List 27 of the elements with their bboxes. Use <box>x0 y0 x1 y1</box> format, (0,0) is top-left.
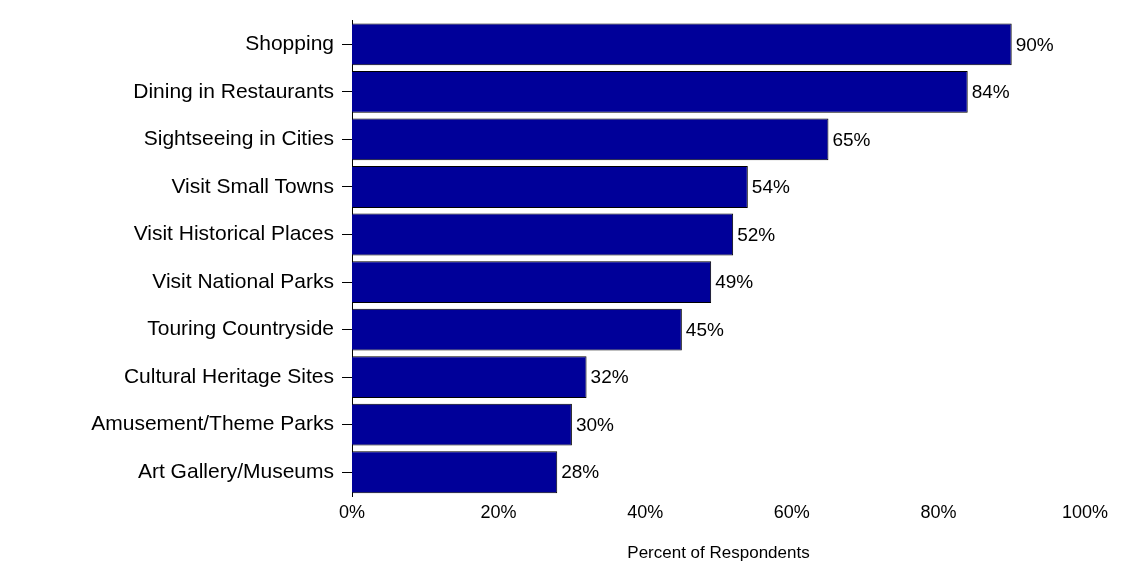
x-tick-label: 0% <box>338 501 366 522</box>
data-label: 30% <box>575 413 615 435</box>
data-label: 84% <box>971 81 1010 103</box>
x-tick-label: 100% <box>1061 501 1109 522</box>
x-tick-label: 40% <box>627 501 664 522</box>
x-axis-title: Percent of Respondents <box>627 543 810 563</box>
data-label: 65% <box>832 128 871 150</box>
data-label: 28% <box>561 461 600 483</box>
data-label: 52% <box>737 223 776 245</box>
y-tick-label: Visit Small Towns <box>171 173 334 197</box>
y-tick-label: Art Gallery/Museums <box>137 459 334 483</box>
y-tick-label: Shopping <box>245 31 334 55</box>
x-tick-label: 80% <box>920 501 957 522</box>
y-tick-label: Visit National Parks <box>152 268 334 292</box>
data-label: 32% <box>590 366 629 388</box>
data-label: 90% <box>1015 33 1054 55</box>
y-tick-label: Touring Countryside <box>147 316 334 340</box>
x-tick-label: 60% <box>773 501 810 522</box>
data-label: 54% <box>751 176 790 198</box>
y-tick-label: Amusement/Theme Parks <box>91 411 334 435</box>
y-tick-label: Sightseeing in Cities <box>143 126 334 150</box>
y-tick-label: Visit Historical Places <box>133 221 334 245</box>
y-tick-label: Dining in Restaurants <box>133 78 334 102</box>
y-tick-label: Cultural Heritage Sites <box>123 363 334 387</box>
x-tick-label: 20% <box>480 501 517 522</box>
data-label: 49% <box>715 271 754 293</box>
data-label: 45% <box>685 318 724 340</box>
